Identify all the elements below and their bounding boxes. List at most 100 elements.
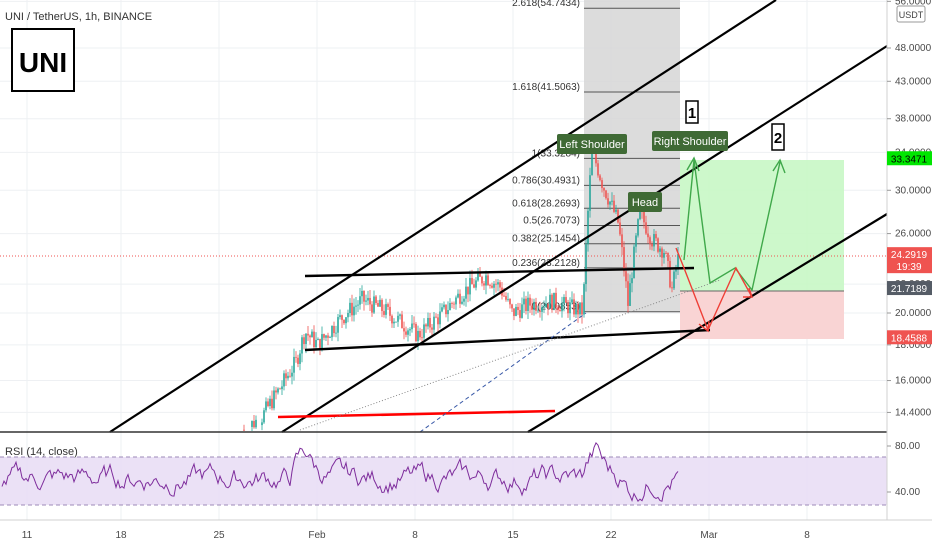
fib-label: 1(33.3284) (532, 148, 580, 159)
candle-body (529, 297, 531, 306)
candle-body (519, 310, 521, 318)
candle-body (475, 280, 477, 288)
scenario-2-label: 2 (774, 130, 782, 147)
candle-body (639, 207, 641, 220)
fib-retracement-zone[interactable] (584, 0, 680, 312)
candle-body (377, 303, 379, 307)
candle-body (599, 175, 601, 181)
time-axis[interactable] (0, 520, 887, 550)
time-tick-label: Feb (308, 530, 326, 541)
price-tick-label: 20.0000 (895, 308, 932, 319)
candle-body (279, 388, 281, 390)
candle-body (473, 284, 475, 288)
channel-middle[interactable] (281, 45, 888, 433)
candle-body (649, 237, 651, 245)
candle-body (673, 271, 675, 289)
trend-lines[interactable] (109, 0, 888, 433)
rsi-line (1, 441, 679, 503)
candle-body (677, 254, 679, 269)
price-badge (887, 281, 932, 296)
channel-lower[interactable] (527, 213, 888, 433)
candle-body (567, 302, 569, 314)
arrow-head-2 (772, 158, 786, 174)
annotation-head[interactable]: Head (628, 192, 662, 212)
fib-label: 1.618(41.5063) (512, 82, 580, 93)
candle-body (305, 333, 307, 345)
candle-body (445, 304, 447, 315)
candle-body (459, 293, 461, 304)
candle-body (349, 302, 351, 314)
support-line[interactable] (277, 409, 556, 419)
symbol-title[interactable]: UNI / TetherUS, 1h, BINANCE (5, 11, 152, 23)
candle-body (601, 180, 603, 189)
candle-body (425, 324, 427, 327)
price-tick-label: 16.0000 (895, 376, 932, 387)
candle-body (411, 323, 413, 330)
candle-body (417, 330, 419, 342)
candle-body (645, 222, 647, 234)
price-badge-label: 21.7189 (891, 284, 928, 295)
neckline-bottom[interactable] (304, 328, 711, 352)
candle-body (421, 337, 423, 339)
candle-body (605, 190, 607, 199)
candle-body (637, 219, 639, 236)
candle-body (491, 285, 493, 288)
candle-body (591, 147, 593, 176)
candle-body (365, 300, 367, 302)
candle-body (361, 290, 363, 297)
price-tick-label: 18.0000 (895, 340, 932, 351)
candle-body (667, 252, 669, 261)
candle-body (575, 303, 577, 315)
candle-body (559, 310, 561, 312)
candle-body (533, 301, 535, 310)
scenario-2-marker[interactable]: 2 (771, 123, 785, 151)
candle-body (321, 334, 323, 351)
candle-body (621, 234, 623, 248)
candle-body (389, 306, 391, 316)
rsi-label[interactable]: RSI (14, close) (5, 446, 78, 458)
candle-body (507, 299, 509, 300)
neckline-top[interactable] (304, 266, 695, 278)
currency-badge[interactable]: USDT (896, 5, 926, 23)
candle-body (617, 209, 619, 223)
price-tick-label: 56.0000 (895, 0, 932, 7)
time-tick-label: 11 (22, 530, 33, 541)
scenario-path-green[interactable] (683, 159, 781, 292)
candle-body (335, 332, 337, 334)
candle-body (251, 421, 253, 427)
candle-body (303, 337, 305, 345)
candle-body (615, 209, 617, 212)
fib-label: 0.618(28.2693) (512, 198, 580, 209)
channel-upper[interactable] (109, 0, 777, 433)
candle-body (663, 252, 665, 258)
arrow-head-3 (698, 320, 710, 333)
candle-body (405, 331, 407, 335)
price-tick-label: 48.0000 (895, 43, 932, 54)
candle-body (315, 339, 317, 348)
scenario-1-marker[interactable]: 1 (685, 100, 699, 124)
candle-body (379, 299, 381, 307)
candle-body (553, 292, 555, 311)
candle-body (619, 222, 621, 235)
candle-body (657, 238, 659, 252)
time-tick-label: 22 (605, 530, 617, 541)
candle-body (525, 298, 527, 311)
candle-body (471, 278, 473, 285)
scenario-paths[interactable] (675, 156, 786, 333)
annotation-left-shoulder[interactable]: Left Shoulder (557, 134, 627, 154)
grid-lines (0, 0, 887, 520)
annotation-right-shoulder[interactable]: Right Shoulder (652, 131, 728, 151)
candle-body (385, 304, 387, 315)
candle-body (661, 248, 663, 258)
price-badge-label: 33.3471 (891, 154, 928, 165)
loss-zone[interactable] (680, 291, 844, 339)
candle-body (311, 331, 313, 338)
profit-zone[interactable] (680, 160, 844, 291)
candle-body (433, 316, 435, 330)
candle-body (499, 282, 501, 288)
candle-body (437, 317, 439, 325)
price-candles (243, 138, 679, 431)
candle-body (273, 390, 275, 409)
candle-body (607, 198, 609, 205)
